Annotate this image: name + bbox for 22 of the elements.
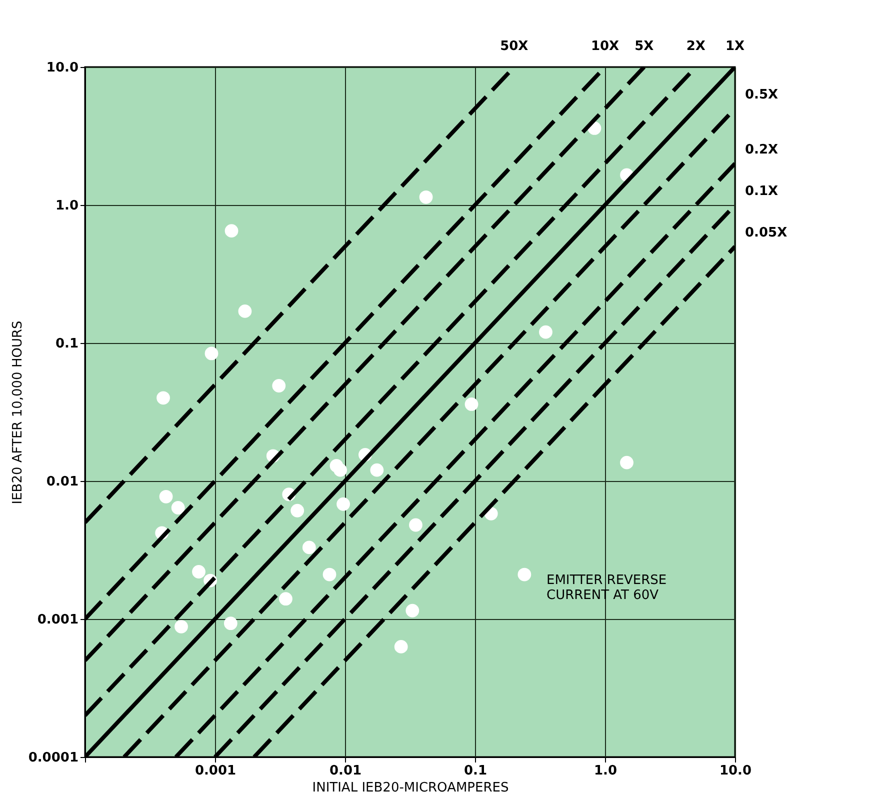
series-label: 50X bbox=[500, 39, 528, 54]
series-label: 0.2X bbox=[745, 142, 778, 158]
y-tick-label: 0.0001 bbox=[28, 750, 78, 766]
x-axis-title: INITIAL IEB20-MICROAMPERES bbox=[312, 780, 509, 796]
series-label: 10X bbox=[590, 39, 620, 54]
series-label: 0.05X bbox=[745, 226, 788, 241]
y-tick-label: 0.01 bbox=[46, 474, 78, 490]
y-tick-label: 10.0 bbox=[46, 60, 78, 76]
x-tick-label: 0.001 bbox=[194, 764, 236, 778]
x-tick-label: 0.1 bbox=[464, 764, 488, 778]
series-label: 2X bbox=[686, 39, 706, 54]
y-axis-title: IEB20 AFTER 10,000 HOURS bbox=[10, 320, 26, 504]
y-tick-label: 1.0 bbox=[55, 198, 78, 214]
y-tick-label: 0.1 bbox=[55, 336, 78, 352]
x-tick-label: 1.0 bbox=[594, 764, 618, 778]
series-label: 5X bbox=[634, 39, 654, 54]
series-label: 1X bbox=[725, 39, 745, 54]
y-tick-label: 0.001 bbox=[37, 612, 78, 628]
series-label: 0.1X bbox=[745, 184, 778, 199]
x-tick-label: 0.01 bbox=[329, 764, 362, 778]
series-label: 0.5X bbox=[745, 88, 778, 103]
x-tick-label: 10.0 bbox=[719, 764, 752, 778]
